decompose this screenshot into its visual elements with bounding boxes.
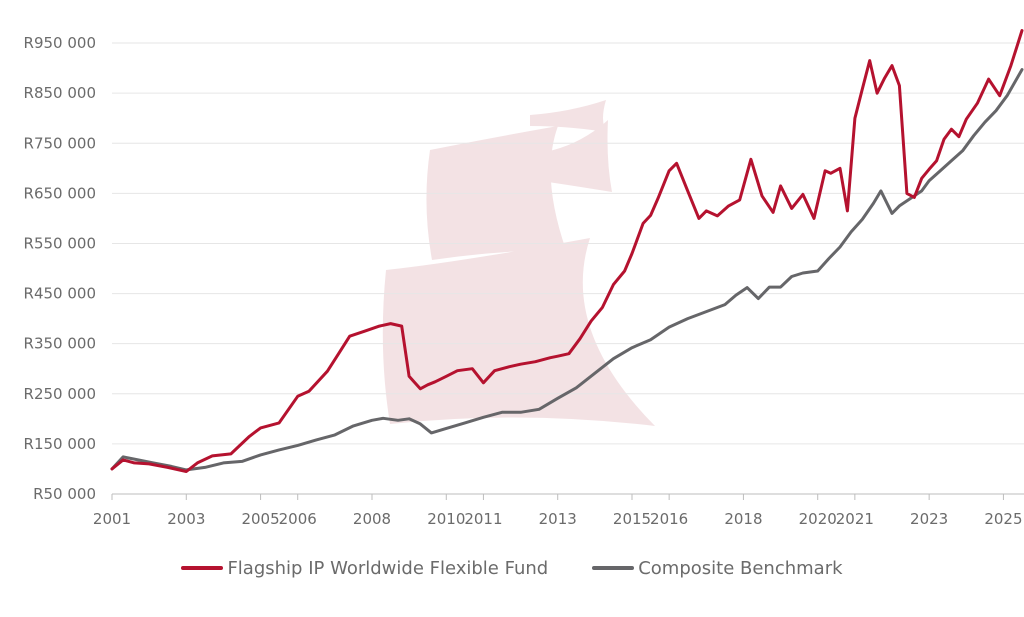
- series-line-benchmark: [110, 68, 1024, 472]
- legend-item-benchmark[interactable]: Composite Benchmark: [592, 557, 843, 579]
- x-tick-label: 2023: [910, 510, 948, 528]
- x-tick-label: 2011: [464, 510, 502, 528]
- x-tick-label: 2015: [613, 510, 651, 528]
- ship-watermark-icon: [382, 100, 655, 426]
- y-tick-label: R850 000: [24, 84, 96, 102]
- x-tick-label: 2013: [539, 510, 577, 528]
- x-tick-label: 2006: [279, 510, 317, 528]
- x-tick-label: 2003: [167, 510, 205, 528]
- line-chart: R950 000 R850 000 R750 000 R650 000 R550 000…: [24, 29, 1024, 528]
- series-lines: [110, 29, 1024, 473]
- x-tick-label: 2016: [650, 510, 688, 528]
- legend-item-fund[interactable]: Flagship IP Worldwide Flexible Fund: [181, 558, 548, 579]
- y-tick-label: R750 000: [24, 134, 96, 152]
- series-line-fund: [110, 29, 1024, 473]
- y-tick-label: R550 000: [24, 234, 96, 252]
- x-tick-label: 2010: [427, 510, 465, 528]
- y-tick-label: R950 000: [24, 34, 96, 52]
- x-tick-label: 2008: [353, 510, 391, 528]
- y-gridlines: [112, 42, 1024, 495]
- legend-label-benchmark: Composite Benchmark: [638, 557, 843, 579]
- x-tick-label: 2025: [984, 510, 1022, 528]
- x-tick-label: 2005: [241, 510, 279, 528]
- x-tick-label: 2020: [799, 510, 837, 528]
- y-axis-labels: R950 000 R850 000 R750 000 R650 000 R550 000…: [24, 34, 96, 503]
- legend: Flagship IP Worldwide Flexible Fund Comp…: [0, 553, 1024, 583]
- legend-swatch-benchmark: [592, 566, 635, 570]
- x-tick-label: 2018: [724, 510, 762, 528]
- legend-swatch-fund: [181, 566, 224, 570]
- y-tick-label: R250 000: [24, 385, 96, 403]
- y-tick-label: R50 000: [33, 485, 96, 503]
- x-tick-label: 2001: [93, 510, 131, 528]
- y-tick-label: R350 000: [24, 335, 96, 353]
- y-tick-label: R150 000: [24, 435, 96, 453]
- x-tick-label: 2021: [836, 510, 874, 528]
- y-tick-label: R650 000: [24, 184, 96, 202]
- legend-label-fund: Flagship IP Worldwide Flexible Fund: [227, 557, 549, 579]
- y-tick-label: R450 000: [24, 285, 96, 303]
